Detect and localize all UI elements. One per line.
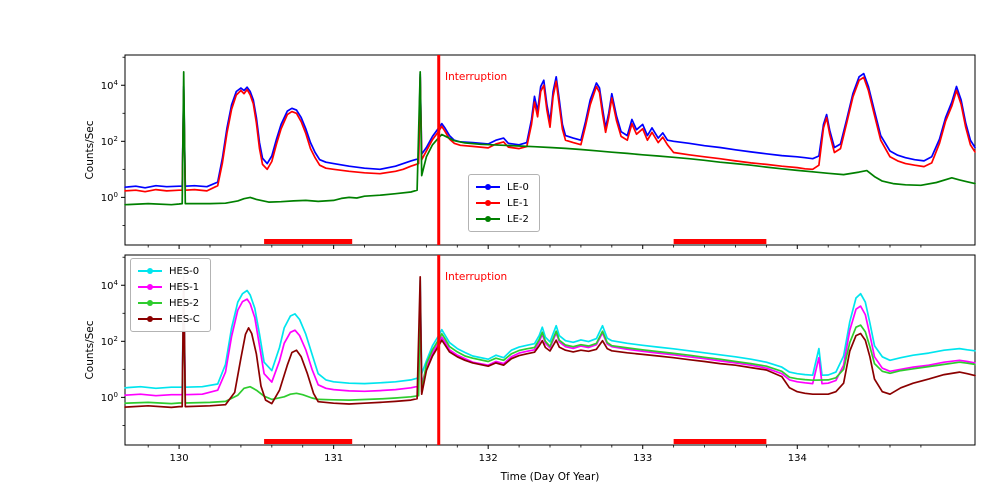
legend-label-hes-c: HES-C	[169, 313, 200, 325]
interruption-label-top: Interruption	[445, 71, 507, 83]
axes-frame	[124, 54, 976, 246]
legend-bottom: HES-0 HES-1 HES-2 HES-C	[130, 258, 211, 332]
x-tick-label: 131	[324, 453, 343, 464]
legend-label-le-2: LE-2	[507, 213, 529, 225]
series-line-HES-1	[124, 287, 976, 397]
x-tick-label: 134	[788, 453, 807, 464]
x-major-ticks	[178, 245, 798, 249]
legend-label-hes-1: HES-1	[169, 281, 200, 293]
legend-item-hes-1: HES-1	[138, 279, 200, 295]
legend-item-le-0: LE-0	[476, 179, 529, 195]
x-tick-label: 132	[479, 453, 498, 464]
legend-label-hes-0: HES-0	[169, 265, 200, 277]
legend-label-le-1: LE-1	[507, 197, 529, 209]
x-minor-ticks	[147, 245, 922, 248]
y-major-ticks	[121, 284, 125, 398]
hes-1-line-marker-icon	[138, 282, 162, 292]
series-line-LE-2	[124, 71, 976, 206]
series-line-HES-0	[124, 279, 976, 390]
legend-item-le-2: LE-2	[476, 211, 529, 227]
legend-item-hes-2: HES-2	[138, 295, 200, 311]
interruption-label-bottom: Interruption	[445, 271, 507, 283]
y-tick-label: 100	[101, 191, 118, 204]
y-minor-ticks	[122, 56, 125, 226]
le-2-line-marker-icon	[476, 214, 500, 224]
x-major-ticks	[178, 445, 798, 449]
x-axis-label: Time (Day Of Year)	[500, 471, 600, 483]
x-tick-label: 130	[170, 453, 189, 464]
hes-0-line-marker-icon	[138, 266, 162, 276]
y-major-ticks	[121, 84, 125, 198]
y-tick-label: 102	[101, 335, 118, 348]
legend-top: LE-0 LE-1 LE-2	[468, 174, 540, 232]
series-line-HES-2	[124, 292, 976, 405]
y-axis-label-bottom: Counts/Sec	[84, 320, 96, 379]
bottom-subplot: 130 131 132 133 134 100 102 104	[101, 254, 976, 464]
x-tick-label: 133	[633, 453, 652, 464]
y-minor-ticks	[122, 256, 125, 426]
le-1-line-marker-icon	[476, 198, 500, 208]
y-axis-label-top: Counts/Sec	[84, 120, 96, 179]
legend-item-hes-0: HES-0	[138, 263, 200, 279]
y-tick-label: 102	[101, 135, 118, 148]
hes-2-line-marker-icon	[138, 298, 162, 308]
series-line-HES-C	[124, 275, 976, 409]
y-tick-label: 100	[101, 391, 118, 404]
hes-c-line-marker-icon	[138, 314, 162, 324]
le-0-line-marker-icon	[476, 182, 500, 192]
legend-item-hes-c: HES-C	[138, 311, 200, 327]
x-minor-ticks	[147, 445, 922, 448]
series-line-LE-0	[124, 72, 976, 189]
y-tick-label: 104	[101, 79, 119, 92]
y-tick-label: 104	[101, 279, 119, 292]
legend-item-le-1: LE-1	[476, 195, 529, 211]
series-line-LE-1	[124, 75, 976, 193]
legend-label-hes-2: HES-2	[169, 297, 200, 309]
legend-label-le-0: LE-0	[507, 181, 529, 193]
